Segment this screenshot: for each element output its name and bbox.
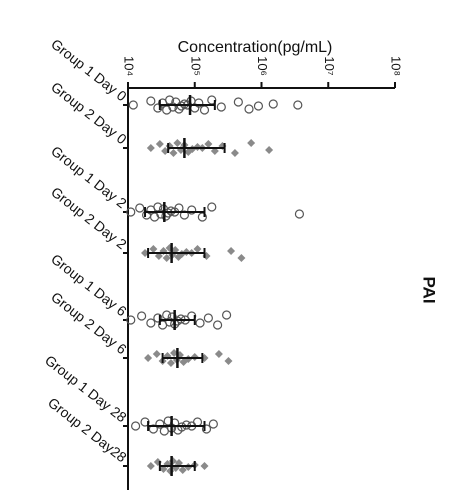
data-point [146, 462, 155, 470]
data-point [146, 144, 155, 152]
x-tick-label: 10⁴ [122, 56, 137, 76]
data-point [207, 202, 217, 212]
x-tick-label: 10⁸ [389, 56, 404, 76]
data-point [178, 466, 187, 474]
data-point [201, 424, 212, 434]
data-point [199, 105, 210, 115]
data-point [149, 245, 158, 253]
data-point [128, 100, 138, 110]
data-point [208, 419, 218, 429]
data-point [194, 98, 204, 108]
data-point [152, 350, 161, 358]
data-point [200, 462, 209, 470]
data-point [169, 149, 178, 157]
data-point [213, 320, 223, 330]
data-point [135, 203, 145, 213]
data-point [268, 99, 278, 109]
data-point [221, 310, 232, 320]
data-point [166, 359, 175, 367]
x-tick-label: 10⁵ [188, 56, 203, 76]
data-point [173, 139, 182, 147]
data-point [233, 97, 243, 107]
data-point [247, 139, 256, 147]
data-point [162, 254, 171, 262]
data-point [146, 96, 156, 106]
side-label: PAI [420, 276, 439, 303]
data-point [126, 315, 136, 325]
data-point [192, 417, 203, 427]
data-point [294, 209, 305, 219]
chart-title: Concentration(pg/mL) [178, 39, 333, 56]
data-point [146, 318, 156, 328]
data-point [224, 357, 233, 365]
data-point [137, 311, 147, 321]
data-point [244, 104, 254, 114]
data-point [214, 350, 223, 358]
data-point [155, 140, 164, 148]
data-point [193, 245, 202, 253]
data-point [253, 101, 264, 111]
x-tick-label: 10⁷ [322, 56, 337, 75]
data-point [227, 247, 236, 255]
data-point [161, 147, 170, 155]
data-point [126, 207, 136, 217]
data-point [265, 146, 274, 154]
data-point [187, 205, 197, 215]
data-point [141, 249, 150, 257]
data-point [237, 254, 246, 262]
data-point [195, 318, 205, 328]
data-point [293, 100, 303, 110]
data-point [204, 140, 213, 148]
data-point [131, 421, 141, 431]
data-point [153, 103, 163, 113]
data-point [155, 419, 165, 429]
data-point [230, 149, 239, 157]
data-point [153, 313, 163, 323]
data-point [203, 313, 213, 323]
data-point [216, 102, 226, 112]
x-tick-label: 10⁶ [255, 56, 270, 76]
data-point [168, 102, 178, 112]
data-point [144, 354, 153, 362]
